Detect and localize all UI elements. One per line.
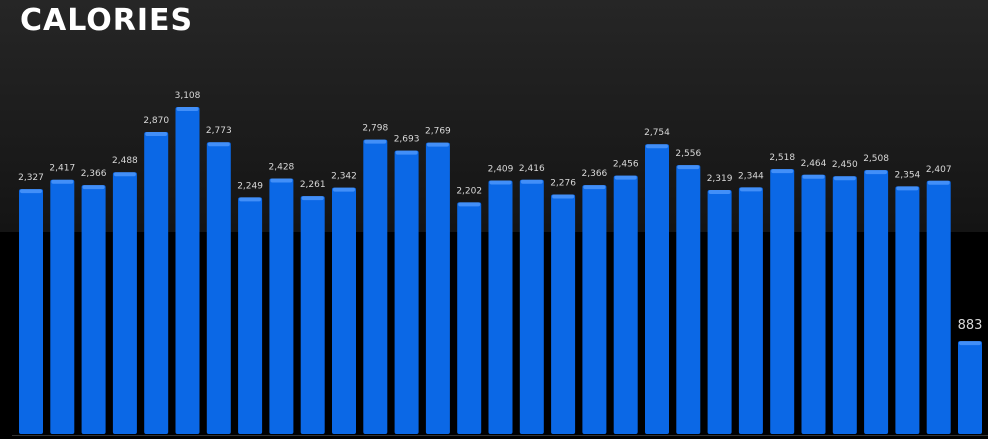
bar bbox=[488, 180, 513, 434]
value-label: 2,344 bbox=[738, 171, 764, 181]
bar-highlight bbox=[364, 139, 387, 144]
bar bbox=[738, 187, 763, 434]
bar-highlight bbox=[426, 142, 449, 147]
bar-highlight bbox=[489, 180, 512, 185]
bar bbox=[926, 180, 951, 434]
bar-highlight bbox=[458, 202, 481, 207]
bar bbox=[394, 150, 419, 434]
bar-highlight bbox=[896, 186, 919, 191]
value-label: 2,319 bbox=[707, 174, 733, 184]
bar-highlight bbox=[583, 185, 606, 190]
value-label: 2,450 bbox=[832, 160, 858, 170]
value-label: 2,870 bbox=[143, 116, 169, 126]
bar bbox=[645, 144, 669, 434]
value-label: 2,556 bbox=[675, 149, 701, 159]
bar-highlight bbox=[802, 174, 825, 179]
bar bbox=[676, 165, 701, 435]
value-label: 2,798 bbox=[362, 124, 388, 134]
value-label: 2,508 bbox=[863, 154, 889, 164]
bar-highlight bbox=[552, 194, 575, 199]
value-label: 2,366 bbox=[81, 169, 107, 179]
bar bbox=[582, 185, 607, 434]
value-label: 3,108 bbox=[175, 91, 201, 101]
bar-highlight bbox=[113, 172, 136, 177]
value-label: 2,754 bbox=[644, 128, 670, 138]
bar bbox=[50, 179, 75, 434]
bar-highlight bbox=[614, 175, 637, 180]
bar bbox=[81, 185, 106, 434]
bar-highlight bbox=[82, 185, 105, 190]
bar bbox=[707, 190, 732, 434]
value-label: 2,409 bbox=[488, 165, 514, 175]
value-label: 2,327 bbox=[18, 173, 44, 183]
value-label: 2,518 bbox=[769, 153, 795, 163]
bar bbox=[175, 107, 200, 434]
value-label: 2,428 bbox=[269, 163, 295, 173]
value-label: 2,276 bbox=[550, 179, 576, 189]
value-label: 2,456 bbox=[613, 160, 639, 170]
value-label: 2,261 bbox=[300, 180, 326, 190]
value-label: 2,366 bbox=[582, 169, 608, 179]
bar bbox=[801, 174, 826, 434]
value-label: 2,417 bbox=[49, 164, 75, 174]
value-label: 2,202 bbox=[456, 186, 482, 196]
bar bbox=[864, 170, 889, 434]
value-label: 2,407 bbox=[926, 165, 952, 175]
value-label: 2,342 bbox=[331, 172, 357, 182]
bar bbox=[300, 196, 325, 434]
chart-title: CALORIES bbox=[20, 3, 193, 38]
bar-highlight bbox=[959, 341, 981, 346]
bar-highlight bbox=[301, 196, 324, 201]
bar-highlight bbox=[677, 165, 700, 170]
value-label: 883 bbox=[958, 318, 983, 333]
bar bbox=[613, 175, 638, 434]
value-label: 2,249 bbox=[237, 181, 263, 191]
bar-highlight bbox=[270, 178, 293, 183]
bar bbox=[269, 178, 294, 434]
bar bbox=[238, 197, 263, 434]
bar bbox=[112, 172, 137, 434]
bar-highlight bbox=[333, 187, 355, 192]
bar bbox=[144, 132, 169, 435]
bar-highlight bbox=[207, 142, 230, 147]
bar bbox=[19, 189, 43, 434]
value-label: 2,769 bbox=[425, 127, 451, 137]
bar-highlight bbox=[927, 180, 950, 185]
bar-highlight bbox=[708, 190, 731, 195]
value-label: 2,488 bbox=[112, 156, 138, 166]
bar-highlight bbox=[865, 170, 888, 175]
bar-highlight bbox=[646, 144, 668, 149]
bar bbox=[832, 176, 857, 434]
bar-highlight bbox=[520, 179, 543, 184]
bar bbox=[895, 186, 920, 434]
value-label: 2,693 bbox=[394, 135, 420, 145]
bar-highlight bbox=[145, 132, 168, 137]
bar bbox=[958, 341, 982, 434]
bar-highlight bbox=[739, 187, 762, 192]
bar bbox=[206, 142, 231, 434]
value-label: 2,773 bbox=[206, 126, 232, 136]
bar-highlight bbox=[20, 189, 42, 194]
bar bbox=[770, 169, 795, 434]
bar bbox=[425, 142, 450, 434]
bar bbox=[332, 187, 356, 434]
bar-highlight bbox=[395, 150, 418, 155]
bar-highlight bbox=[833, 176, 856, 181]
value-label: 2,416 bbox=[519, 164, 545, 174]
bar bbox=[457, 202, 482, 434]
bar-highlight bbox=[239, 197, 262, 202]
bar bbox=[519, 179, 544, 434]
bar-highlight bbox=[771, 169, 794, 174]
bar bbox=[551, 194, 576, 434]
bar-highlight bbox=[176, 107, 199, 111]
value-label: 2,354 bbox=[895, 170, 921, 180]
bar bbox=[363, 139, 388, 434]
bar-highlight bbox=[51, 179, 74, 184]
value-label: 2,464 bbox=[801, 159, 827, 169]
